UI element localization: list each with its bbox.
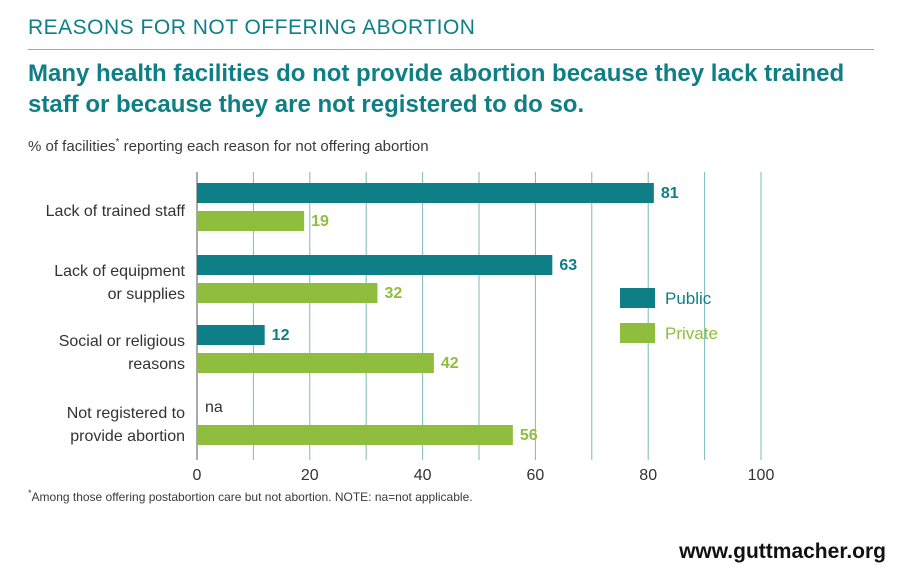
source-url: www.guttmacher.org xyxy=(679,540,886,563)
public-bar xyxy=(197,255,553,275)
value-label: 56 xyxy=(520,427,538,444)
private-bar xyxy=(197,425,513,445)
category-label: Lack of equipment xyxy=(54,263,185,280)
legend-swatch xyxy=(620,323,655,343)
header-divider xyxy=(28,49,874,50)
chart-subtitle: % of facilities* reporting each reason f… xyxy=(28,137,429,155)
x-tick-label: 100 xyxy=(748,467,775,484)
public-bar xyxy=(197,183,654,203)
footnote-text: Among those offering postabortion care b… xyxy=(31,490,473,504)
value-label: 32 xyxy=(384,285,402,302)
category-label: Social or religious xyxy=(59,333,185,350)
category-label: Not registered to xyxy=(67,405,185,422)
footnote: *Among those offering postabortion care … xyxy=(28,488,473,504)
legend-label: Public xyxy=(665,289,712,308)
subtitle-footnote-mark: * xyxy=(115,137,120,148)
x-tick-label: 20 xyxy=(301,467,319,484)
category-label: Lack of trained staff xyxy=(46,203,186,220)
value-label: 81 xyxy=(661,185,679,202)
value-label: 42 xyxy=(441,355,459,372)
value-label: 19 xyxy=(311,213,329,230)
x-tick-label: 0 xyxy=(193,467,202,484)
x-tick-label: 40 xyxy=(414,467,432,484)
category-label: or supplies xyxy=(108,286,185,303)
legend-label: Private xyxy=(665,324,718,343)
private-bar xyxy=(197,353,434,373)
bar-chart: 0 20 40 60 80 100 Lack of trained staff Lack of… xyxy=(46,172,775,484)
private-bar xyxy=(197,283,378,303)
x-tick-label: 80 xyxy=(639,467,657,484)
value-label: 12 xyxy=(272,327,290,344)
value-label-na: na xyxy=(205,399,223,416)
legend-swatch xyxy=(620,288,655,308)
private-bar xyxy=(197,211,305,231)
x-tick-label: 60 xyxy=(527,467,545,484)
category-label: provide abortion xyxy=(70,428,185,445)
category-label: reasons xyxy=(128,356,185,373)
subtitle-text-end: reporting each reason for not offering a… xyxy=(119,138,429,155)
public-bar xyxy=(197,325,265,345)
subtitle-text-start: % of facilities xyxy=(28,138,116,155)
footnote-mark: * xyxy=(28,488,32,498)
value-label: 63 xyxy=(559,257,577,274)
chart-headline: Many health facilities do not provide ab… xyxy=(28,60,845,118)
section-label: REASONS FOR NOT OFFERING ABORTION xyxy=(28,16,476,39)
